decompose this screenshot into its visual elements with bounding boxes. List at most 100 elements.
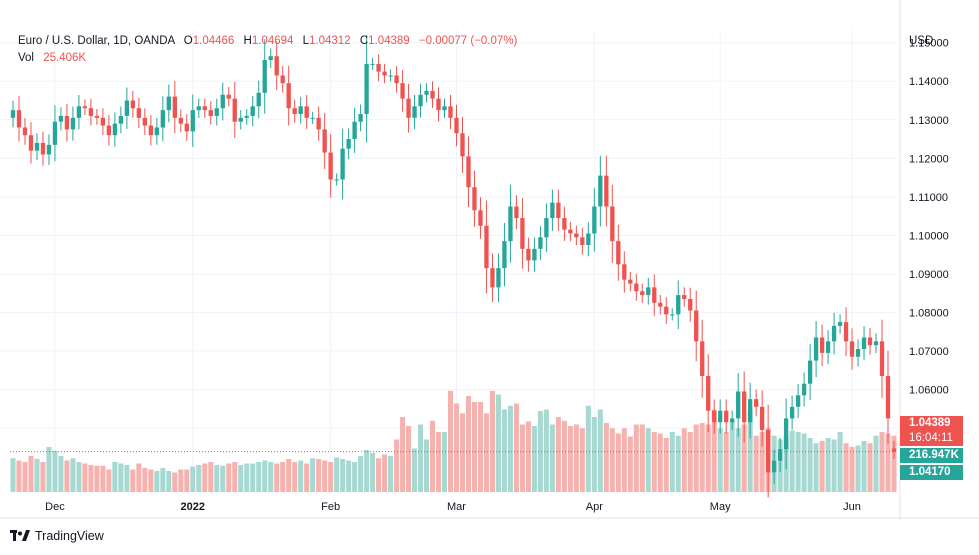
volume-bar [382,454,388,492]
volume-bar [849,447,855,492]
candle-body [166,96,171,111]
candle-body [442,106,447,111]
volume-bar [639,424,645,492]
countdown-tag: 16:04:11 [900,431,963,446]
ma-price-tag: 1.04170 [900,465,963,480]
volume-bar [298,460,304,492]
candle-body [358,114,363,122]
volume-bar [861,441,867,492]
volume-bar [609,428,615,492]
candle-body [22,127,28,136]
volume-bar [519,424,525,492]
volume-bar [885,433,891,492]
volume-bar [753,435,759,492]
volume-bar [807,438,813,492]
candle-body [592,206,597,234]
volume-bar [543,409,549,492]
candle-body [736,391,741,419]
tradingview-logo[interactable]: TradingView [10,529,104,543]
candle-body [496,268,501,288]
candle-body [100,117,106,126]
candle-body [160,110,165,128]
volume-bar [711,409,717,492]
volume-bar [573,424,579,492]
y-tick-label: 1.09000 [909,269,949,281]
candle-body [298,106,303,114]
candle-body [550,202,555,219]
currency-label: USD [909,35,934,47]
volume-bar [196,465,202,492]
candle-body [676,295,681,315]
candle-body [688,298,693,311]
candle-body [646,287,651,296]
volume-bar [597,409,603,492]
volume-bar [244,463,250,492]
volume-bar [837,432,843,492]
candle-body [759,406,765,430]
candle-body [418,94,423,107]
candle-body [64,115,70,130]
candle-body [789,406,795,419]
candle-body [424,90,429,95]
volume-bar [34,459,40,492]
candle-body [580,237,585,246]
x-tick-label: 2022 [181,501,205,513]
volume-bar [28,456,34,492]
candle-body [754,399,759,407]
candle-body [508,206,513,242]
volume-bar [801,433,807,492]
volume-bar [651,432,657,492]
volume-bar [82,463,88,492]
candle-body [831,325,837,342]
candle-body [526,248,531,261]
volume-bar [22,462,28,492]
volume-bar [424,439,430,492]
candle-body [843,322,849,342]
tradingview-logo-text: TradingView [35,529,104,543]
candle-body [616,241,621,265]
candle-body [586,233,591,246]
candle-body [658,302,663,307]
volume-bar [268,462,274,492]
candle-body [430,90,435,99]
volume-bar [100,465,106,492]
candle-body [598,175,603,207]
candle-body [556,202,561,219]
chart-legend-ohlc: Euro / U.S. Dollar, 1D, OANDA O1.04466 H… [18,35,517,47]
volume-bar [675,435,681,492]
candle-body [70,117,76,130]
volume-bar [477,402,483,492]
candle-body [520,218,525,249]
candle-body [706,376,711,411]
candle-body [196,106,201,111]
volume-bar [867,443,873,492]
candle-body [352,121,357,140]
candle-body [694,310,699,342]
candle-body [190,110,195,132]
candle-body [232,98,237,122]
y-tick-label: 1.14000 [909,76,949,88]
volume-bar [94,465,100,492]
volume-bar [537,411,543,492]
volume-bar [340,459,346,492]
volume-bar [879,432,885,492]
candle-body [472,187,477,211]
candle-body [502,241,507,269]
candle-body [250,106,255,116]
x-tick-label: Mar [447,501,466,513]
last-price-tag: 1.04389 [900,416,963,431]
volume-bar [58,456,64,492]
y-tick-label: 1.07000 [909,346,949,358]
y-tick-label: 1.10000 [909,230,949,242]
volume-bar [549,424,555,492]
candle-body [220,94,225,109]
volume-tag: 216.947K [900,448,963,463]
volume-value: 25.406K [43,52,87,64]
candle-body [825,341,831,353]
volume-bar [555,417,561,492]
candle-body [765,429,771,473]
volume-bar [418,424,424,492]
candle-body [16,110,22,128]
candle-body [376,63,381,72]
